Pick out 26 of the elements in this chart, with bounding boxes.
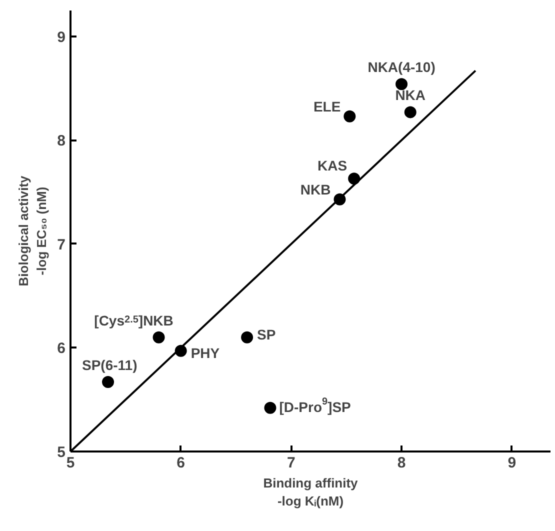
annotation: SP(6-11) bbox=[82, 356, 138, 373]
annotation: PHY bbox=[190, 344, 220, 361]
y-tick-label: 7 bbox=[57, 236, 66, 254]
point bbox=[344, 110, 356, 122]
y-axis-title: Biological activity -log EC₅₀ (nM) bbox=[16, 174, 50, 286]
point bbox=[241, 331, 254, 344]
point bbox=[404, 106, 416, 118]
annotation: NKB bbox=[300, 181, 331, 198]
point bbox=[264, 402, 276, 414]
point bbox=[102, 376, 114, 388]
y-tick-label: 9 bbox=[57, 28, 66, 46]
x-tick-label: 6 bbox=[176, 454, 186, 472]
annotation: NKA bbox=[395, 87, 426, 104]
x-tick-label: 9 bbox=[508, 454, 516, 472]
annotation: SP bbox=[257, 326, 276, 342]
annotation: NKA(4-10) bbox=[368, 59, 436, 76]
point bbox=[396, 78, 408, 90]
y-tick-label: 8 bbox=[57, 132, 66, 150]
annotation: KAS bbox=[318, 158, 348, 174]
point bbox=[152, 331, 165, 344]
x-tick-label: 8 bbox=[397, 454, 406, 472]
x-tick-label: 7 bbox=[287, 454, 296, 472]
annotation: ELE bbox=[313, 98, 341, 114]
y-tick-label: 6 bbox=[57, 340, 66, 358]
y-tick-label: 5 bbox=[57, 444, 66, 461]
x-axis-title: Binding affinity -log Kᵢ(nM) bbox=[263, 476, 359, 508]
